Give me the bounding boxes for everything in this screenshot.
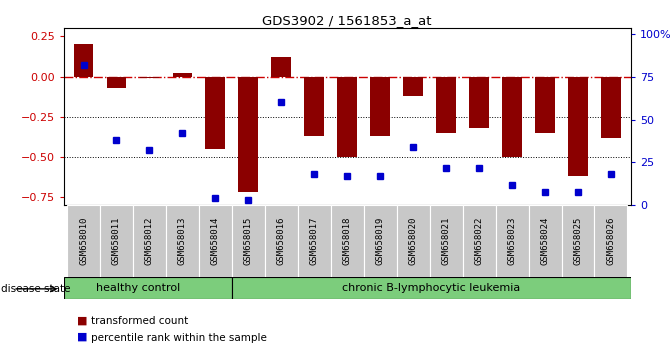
- Bar: [429, 205, 462, 278]
- Bar: [595, 205, 627, 278]
- Bar: [568, 76, 588, 176]
- Text: GSM658024: GSM658024: [541, 216, 550, 264]
- Text: GSM658022: GSM658022: [474, 216, 484, 264]
- Text: GSM658023: GSM658023: [507, 216, 517, 264]
- Bar: [232, 277, 631, 299]
- Bar: [562, 205, 595, 278]
- Bar: [469, 76, 489, 128]
- Text: GSM658026: GSM658026: [607, 216, 615, 264]
- Bar: [397, 205, 429, 278]
- Text: GSM658012: GSM658012: [145, 216, 154, 264]
- Text: ■: ■: [77, 315, 88, 325]
- Text: percentile rank within the sample: percentile rank within the sample: [91, 333, 266, 343]
- Bar: [305, 76, 324, 136]
- Text: transformed count: transformed count: [91, 316, 188, 326]
- Bar: [502, 76, 522, 157]
- Bar: [199, 205, 232, 278]
- Text: disease state: disease state: [1, 284, 71, 294]
- Bar: [140, 76, 159, 78]
- Text: GSM658019: GSM658019: [376, 216, 384, 264]
- Text: GSM658020: GSM658020: [409, 216, 417, 264]
- Bar: [64, 277, 232, 299]
- Bar: [496, 205, 529, 278]
- Bar: [232, 205, 265, 278]
- Text: chronic B-lymphocytic leukemia: chronic B-lymphocytic leukemia: [342, 283, 521, 293]
- Text: GSM658017: GSM658017: [310, 216, 319, 264]
- Text: GSM658013: GSM658013: [178, 216, 187, 264]
- Bar: [403, 76, 423, 96]
- Title: GDS3902 / 1561853_a_at: GDS3902 / 1561853_a_at: [262, 14, 432, 27]
- Bar: [298, 205, 331, 278]
- Bar: [205, 76, 225, 149]
- Bar: [370, 76, 390, 136]
- Bar: [107, 76, 126, 88]
- Bar: [265, 205, 298, 278]
- Bar: [172, 73, 193, 76]
- Text: GSM658021: GSM658021: [442, 216, 451, 264]
- Text: healthy control: healthy control: [96, 283, 180, 293]
- Bar: [535, 76, 555, 133]
- Text: GSM658011: GSM658011: [112, 216, 121, 264]
- Text: GSM658014: GSM658014: [211, 216, 220, 264]
- Bar: [100, 205, 133, 278]
- Bar: [462, 205, 496, 278]
- Text: GSM658010: GSM658010: [79, 216, 88, 264]
- Bar: [331, 205, 364, 278]
- Bar: [338, 76, 357, 157]
- Text: ■: ■: [77, 332, 88, 342]
- Bar: [133, 205, 166, 278]
- Bar: [67, 205, 100, 278]
- Text: GSM658016: GSM658016: [277, 216, 286, 264]
- Text: GSM658025: GSM658025: [574, 216, 582, 264]
- Bar: [529, 205, 562, 278]
- Bar: [436, 76, 456, 133]
- Bar: [601, 76, 621, 138]
- Text: GSM658015: GSM658015: [244, 216, 253, 264]
- Bar: [74, 44, 93, 76]
- Bar: [238, 76, 258, 193]
- Bar: [364, 205, 397, 278]
- Text: GSM658018: GSM658018: [343, 216, 352, 264]
- Bar: [166, 205, 199, 278]
- Bar: [272, 57, 291, 76]
